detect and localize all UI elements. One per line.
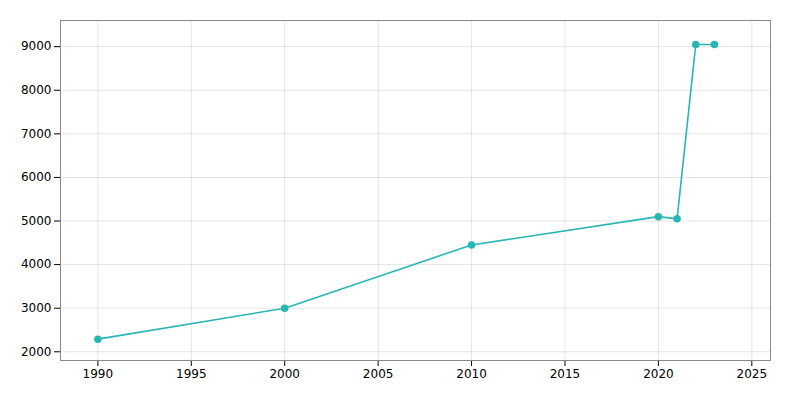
- svg-text:5000: 5000: [21, 214, 52, 228]
- svg-text:2010: 2010: [456, 367, 487, 381]
- svg-text:2015: 2015: [550, 367, 581, 381]
- svg-text:2000: 2000: [269, 367, 300, 381]
- svg-text:7000: 7000: [21, 127, 52, 141]
- svg-text:1990: 1990: [83, 367, 114, 381]
- svg-text:2025: 2025: [737, 367, 768, 381]
- svg-text:4000: 4000: [21, 257, 52, 271]
- svg-text:8000: 8000: [21, 83, 52, 97]
- svg-text:2000: 2000: [21, 345, 52, 359]
- svg-text:6000: 6000: [21, 170, 52, 184]
- svg-text:1995: 1995: [176, 367, 207, 381]
- svg-text:9000: 9000: [21, 39, 52, 53]
- svg-text:3000: 3000: [21, 301, 52, 315]
- svg-text:2020: 2020: [643, 367, 674, 381]
- svg-text:2005: 2005: [363, 367, 394, 381]
